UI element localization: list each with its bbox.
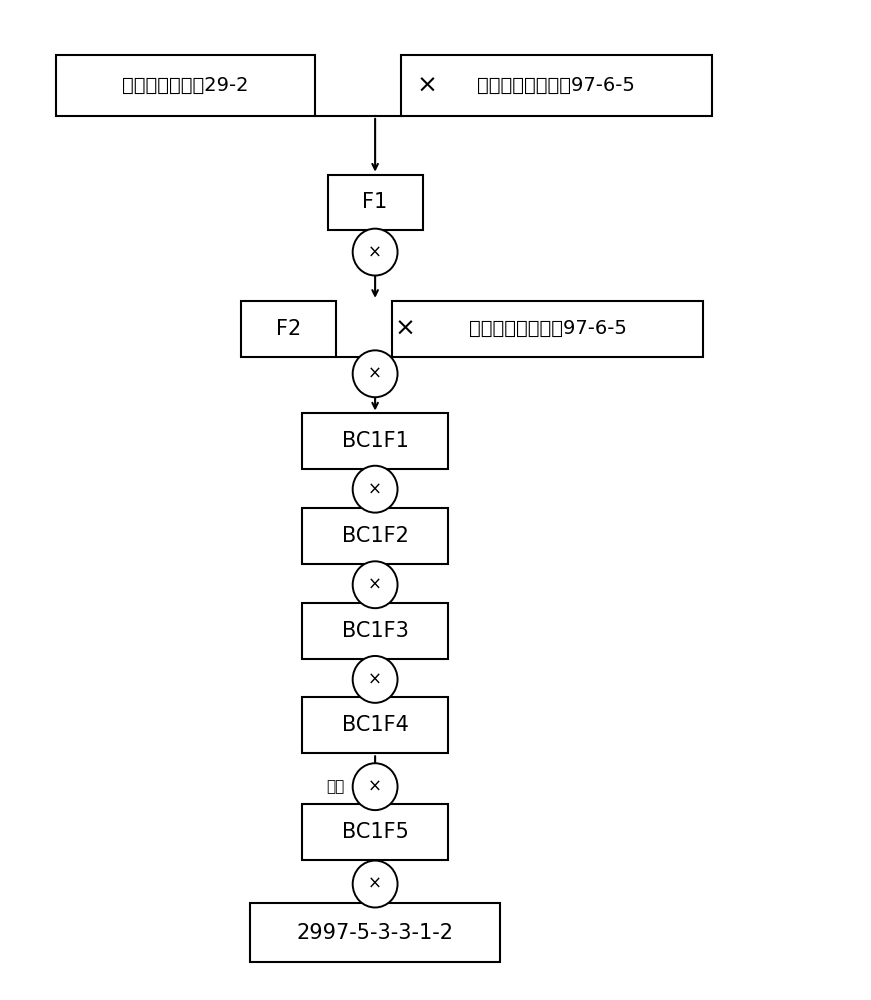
FancyBboxPatch shape <box>301 697 449 753</box>
FancyBboxPatch shape <box>327 175 422 230</box>
Text: 优良果柄普通材料97-6-5: 优良果柄普通材料97-6-5 <box>477 76 635 95</box>
Circle shape <box>353 763 397 810</box>
FancyBboxPatch shape <box>401 55 712 116</box>
Circle shape <box>353 350 397 397</box>
Text: ×: × <box>368 875 382 893</box>
Text: F1: F1 <box>362 192 388 213</box>
Text: ×: × <box>368 243 382 261</box>
Text: F2: F2 <box>276 319 301 339</box>
Text: BC1F1: BC1F1 <box>341 431 408 451</box>
Text: 2997-5-3-3-1-2: 2997-5-3-3-1-2 <box>297 923 454 943</box>
Circle shape <box>353 656 397 703</box>
Text: ×: × <box>368 778 382 796</box>
Circle shape <box>353 229 397 276</box>
Circle shape <box>353 861 397 907</box>
Text: 果柄抗撞击材料29-2: 果柄抗撞击材料29-2 <box>122 76 248 95</box>
Text: 系内: 系内 <box>327 779 345 794</box>
Text: ×: × <box>368 480 382 498</box>
Text: ×: × <box>368 365 382 383</box>
FancyBboxPatch shape <box>301 508 449 564</box>
FancyBboxPatch shape <box>56 55 314 116</box>
Circle shape <box>353 561 397 608</box>
FancyBboxPatch shape <box>241 301 336 357</box>
Circle shape <box>353 466 397 513</box>
Text: BC1F4: BC1F4 <box>341 715 408 735</box>
Text: ×: × <box>368 670 382 688</box>
Text: ×: × <box>395 317 415 341</box>
FancyBboxPatch shape <box>250 903 500 962</box>
FancyBboxPatch shape <box>301 804 449 860</box>
FancyBboxPatch shape <box>301 603 449 659</box>
Text: BC1F3: BC1F3 <box>341 621 408 641</box>
Text: BC1F5: BC1F5 <box>341 822 408 842</box>
FancyBboxPatch shape <box>301 413 449 469</box>
FancyBboxPatch shape <box>392 301 703 357</box>
Text: 优良果柄普通材料97-6-5: 优良果柄普通材料97-6-5 <box>469 319 626 338</box>
Text: BC1F2: BC1F2 <box>341 526 408 546</box>
Text: ×: × <box>368 576 382 594</box>
Text: ×: × <box>416 73 437 97</box>
